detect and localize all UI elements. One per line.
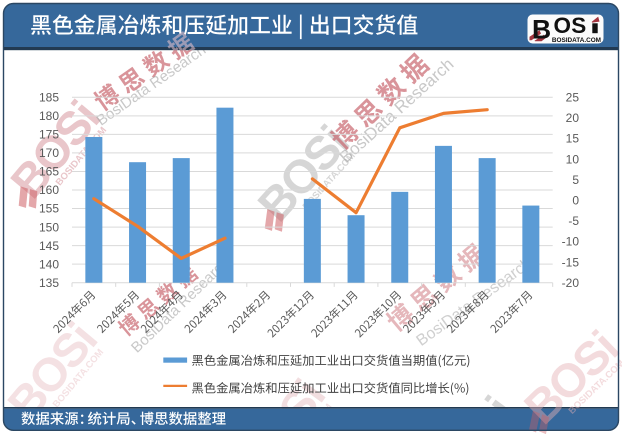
svg-text:-5: -5 [568,214,579,228]
svg-text:BOSIDATA.COM: BOSIDATA.COM [552,37,601,44]
svg-text:10: 10 [566,152,580,166]
svg-text:170: 170 [39,146,59,160]
svg-text:5: 5 [572,173,579,187]
svg-text:160: 160 [39,183,59,197]
svg-text:135: 135 [39,276,59,290]
svg-text:-20: -20 [562,276,580,290]
svg-text:-10: -10 [562,235,580,249]
svg-text:OS: OS [554,13,587,38]
svg-text:140: 140 [39,257,59,271]
svg-text:150: 150 [39,220,59,234]
svg-text:180: 180 [39,109,59,123]
svg-text:175: 175 [39,128,59,142]
svg-text:165: 165 [39,165,59,179]
svg-text:20: 20 [566,111,580,125]
svg-text:25: 25 [566,91,580,105]
svg-text:0: 0 [572,194,579,208]
svg-text:-15: -15 [562,255,580,269]
svg-text:145: 145 [39,239,59,253]
svg-text:155: 155 [39,202,59,216]
svg-text:B: B [532,14,551,44]
svg-text:185: 185 [39,91,59,105]
svg-text:15: 15 [566,132,580,146]
